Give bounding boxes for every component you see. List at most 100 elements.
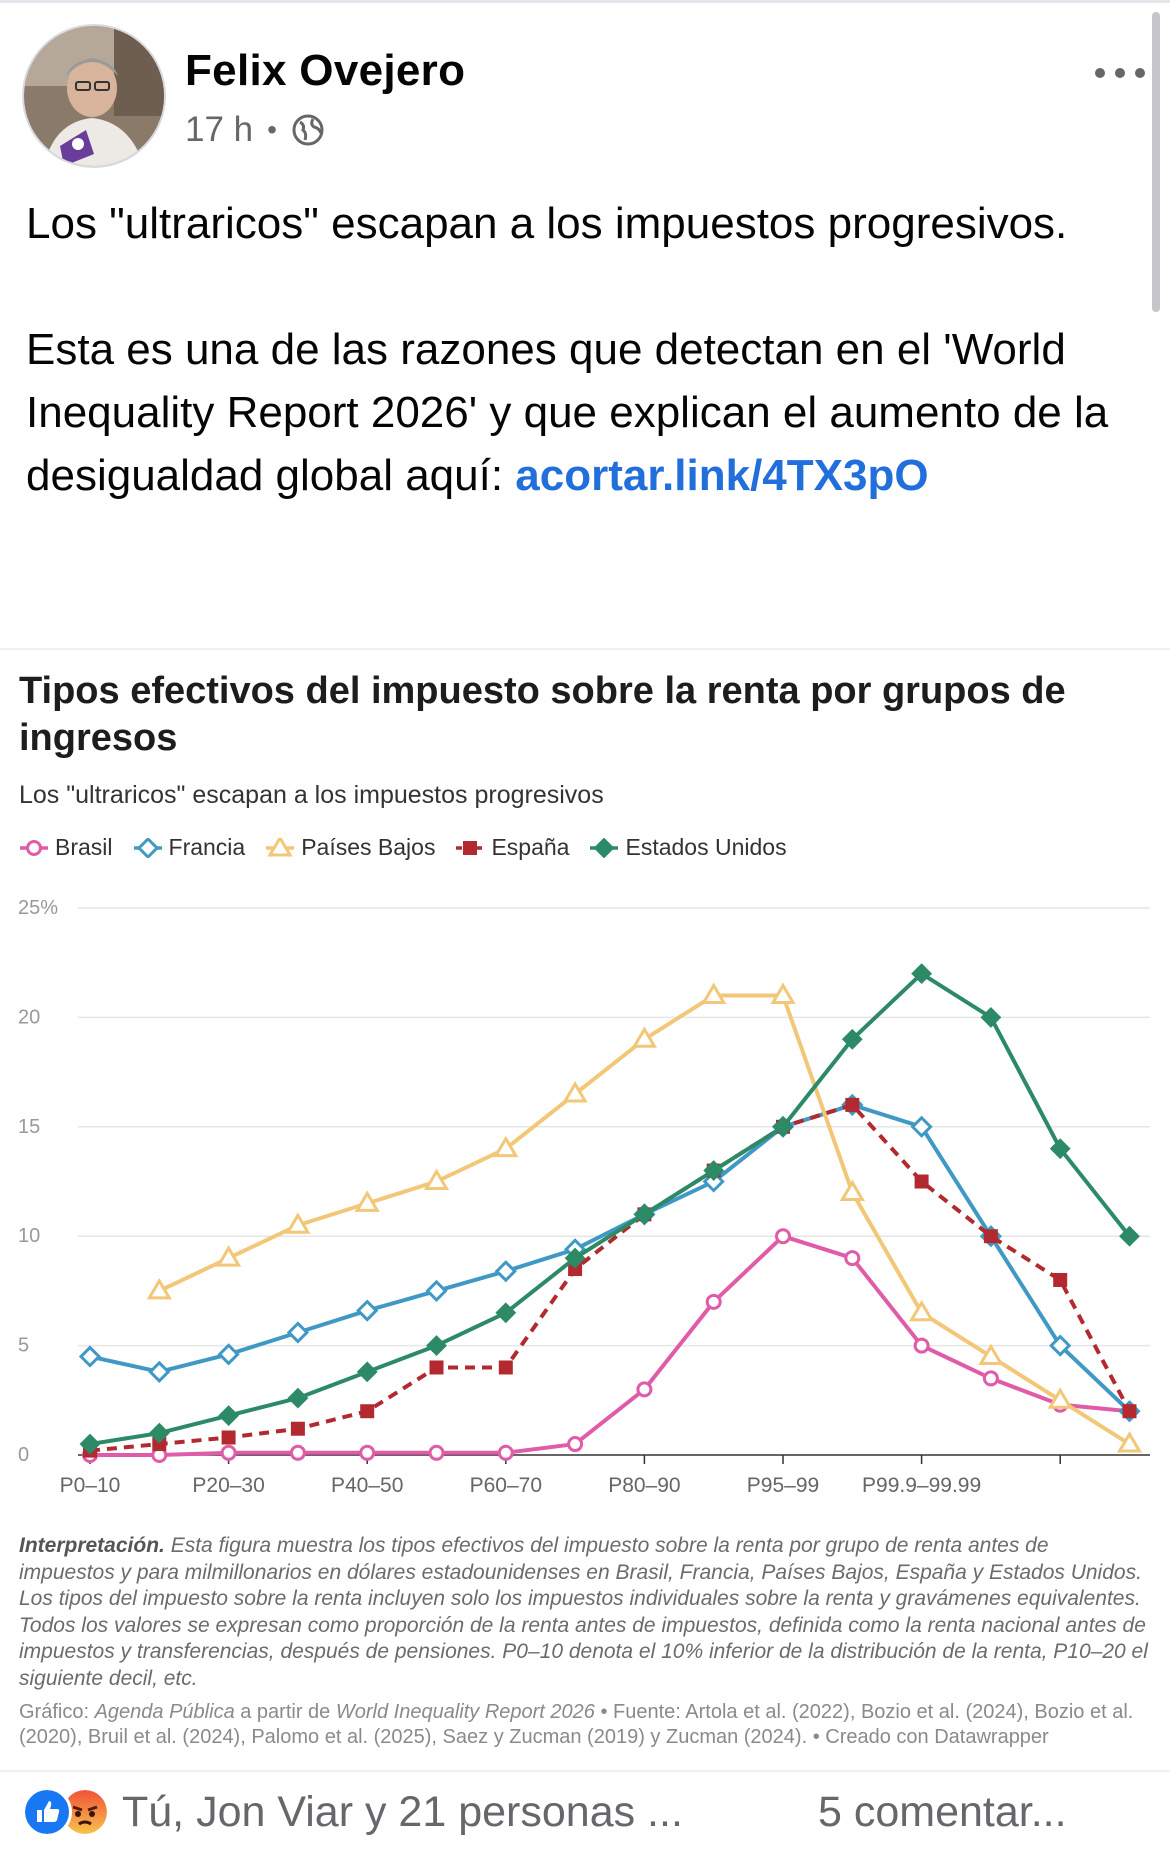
data-point — [497, 1444, 514, 1461]
data-point — [982, 1370, 999, 1387]
data-point — [841, 1028, 863, 1050]
post-text: Los "ultraricos" escapan a los impuestos… — [26, 192, 1136, 507]
data-point — [567, 1436, 584, 1453]
meta-separator: • — [267, 114, 277, 145]
legend-item: Estados Unidos — [589, 834, 787, 861]
data-point — [770, 982, 796, 1005]
more-icon[interactable] — [1090, 58, 1150, 88]
data-point — [290, 1421, 305, 1436]
data-point — [845, 1097, 860, 1112]
data-point — [703, 1160, 725, 1181]
post-time[interactable]: 17 h — [185, 110, 254, 149]
data-point — [428, 1444, 445, 1461]
legend-label: España — [491, 834, 570, 860]
footer-divider — [0, 1770, 1170, 1772]
series-line — [89, 1102, 1131, 1413]
chart-subtitle: Los "ultraricos" escapan a los impuestos… — [19, 781, 604, 809]
chart-title: Tipos efectivos del impuesto sobre la re… — [19, 670, 1066, 759]
post-meta: 17 h • — [185, 106, 325, 154]
y-tick-label: 0 — [18, 1444, 29, 1466]
notes-label: Interpretación. — [19, 1534, 165, 1557]
data-point — [289, 1444, 306, 1461]
legend-swatch — [456, 840, 485, 855]
source-prefix: Gráfico: — [19, 1701, 95, 1723]
data-point — [775, 1228, 791, 1245]
data-point — [1047, 1387, 1073, 1409]
data-point — [426, 1335, 447, 1357]
legend-swatch-marker — [26, 839, 42, 856]
chart-notes: Interpretación. Esta figura muestra los … — [19, 1533, 1149, 1692]
legend-swatch-marker — [136, 837, 159, 858]
data-point — [360, 1404, 375, 1419]
series-países-bajos — [146, 982, 1143, 1453]
data-point — [287, 1387, 309, 1409]
data-point — [78, 1345, 102, 1368]
author-name[interactable]: Felix Ovejero — [185, 46, 466, 95]
data-point — [980, 1006, 1002, 1028]
post-text-paragraph2: Esta es una de las razones que detectan … — [26, 318, 1136, 507]
scrollbar[interactable] — [1152, 12, 1160, 312]
data-point — [79, 1433, 101, 1455]
source-rest: • Fuente: Artola et al. (2022), Bozio et… — [19, 1701, 1134, 1748]
top-divider — [0, 0, 1170, 3]
data-point — [636, 1381, 653, 1398]
data-point — [913, 1337, 930, 1354]
source-report: World Inequality Report 2026 — [335, 1701, 595, 1723]
data-point — [908, 1299, 935, 1322]
notes-text: Esta figura muestra los tipos efectivos … — [19, 1534, 1148, 1690]
post-text-line1: Los "ultraricos" escapan a los impuestos… — [26, 199, 1068, 248]
x-tick-label: P60–70 — [470, 1474, 542, 1495]
legend-label: Estados Unidos — [625, 834, 787, 860]
legend-label: Brasil — [55, 834, 113, 860]
data-point — [152, 1437, 167, 1452]
reactions-summary[interactable]: Tú, Jon Viar y 21 personas ... — [22, 1782, 683, 1842]
legend-swatch-marker — [267, 837, 293, 856]
data-point — [1049, 1334, 1072, 1357]
x-tick-label: P99.9–99.99 — [862, 1474, 981, 1495]
data-point — [839, 1179, 865, 1201]
data-point — [495, 1302, 517, 1324]
author-avatar[interactable] — [24, 26, 164, 166]
data-point — [568, 1262, 583, 1277]
data-point — [844, 1250, 861, 1267]
data-point — [285, 1212, 311, 1234]
data-point — [215, 1245, 242, 1267]
post-link[interactable]: acortar.link/4TX3pO — [515, 451, 929, 500]
data-point — [562, 1081, 588, 1103]
data-point — [1049, 1138, 1071, 1160]
data-point — [701, 982, 727, 1005]
data-point — [425, 1279, 448, 1303]
data-point — [146, 1277, 172, 1300]
series-line — [89, 971, 1132, 1447]
series-españa — [83, 1097, 1137, 1458]
y-tick-label: 5 — [18, 1335, 29, 1357]
data-point — [705, 1293, 722, 1310]
comments-count[interactable]: 5 comentar... — [818, 1787, 1067, 1836]
data-point — [217, 1343, 240, 1366]
data-point — [910, 1115, 933, 1138]
data-point — [911, 963, 933, 985]
data-point — [1119, 1225, 1140, 1247]
data-point — [978, 1343, 1004, 1366]
data-point — [498, 1360, 513, 1375]
series-line — [90, 1234, 1130, 1457]
x-tick-label: P95–99 — [747, 1474, 819, 1495]
like-icon — [22, 1787, 72, 1837]
legend-swatch — [20, 839, 48, 856]
legend-swatch — [590, 837, 619, 858]
source-org: Agenda Pública — [94, 1701, 235, 1723]
data-point — [148, 1422, 170, 1444]
x-tick-label: P40–50 — [331, 1474, 403, 1495]
data-point — [772, 1116, 794, 1138]
legend-swatch-marker — [594, 837, 615, 858]
data-point — [356, 1361, 378, 1383]
reactions-text[interactable]: Tú, Jon Viar y 21 personas ... — [122, 1787, 683, 1836]
data-point — [221, 1430, 236, 1445]
series-estados-unidos — [79, 963, 1140, 1455]
avatar-photo — [24, 26, 164, 166]
data-point — [354, 1190, 380, 1212]
legend-swatch — [266, 837, 295, 856]
data-point — [914, 1174, 929, 1189]
data-point — [423, 1168, 450, 1190]
y-tick-label: 20 — [18, 1006, 40, 1028]
